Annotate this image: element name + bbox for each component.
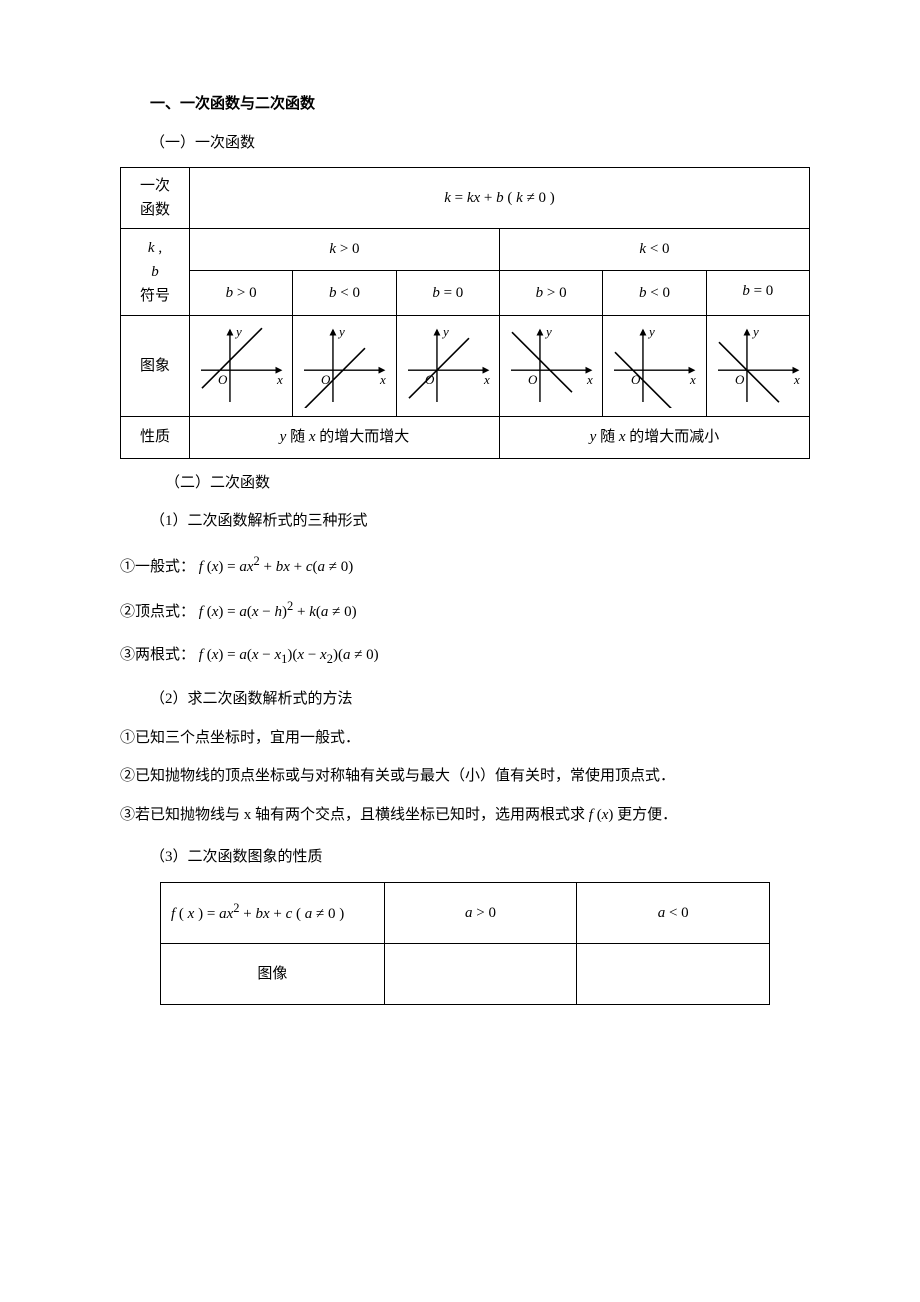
svg-text:y: y <box>751 324 759 339</box>
svg-text:O: O <box>631 372 641 387</box>
cell-b: b < 0 <box>293 270 396 316</box>
cell-kneg: k < 0 <box>499 229 809 271</box>
cell-empty <box>577 943 770 1004</box>
method-2: ②已知抛物线的顶点坐标或与对称轴有关或与最大（小）值有关时，常使用顶点式． <box>120 762 820 791</box>
cell-graph: y x O <box>396 316 499 417</box>
heading-p2: （2）求二次函数解析式的方法 <box>120 685 820 714</box>
text: ③若已知抛物线与 x 轴有两个交点，且横线坐标已知时，选用两根式求 <box>120 807 589 823</box>
svg-text:y: y <box>337 324 345 339</box>
cell-graph: y x O <box>603 316 706 417</box>
label: ③两根式： <box>120 647 195 663</box>
cell-b: b > 0 <box>190 270 293 316</box>
cell-aneg: a < 0 <box>577 882 770 943</box>
table-row: b > 0 b < 0 b = 0 b > 0 b < 0 b = 0 <box>121 270 810 316</box>
cell-fn-label: 一次 函数 <box>121 168 190 229</box>
label: ②顶点式： <box>120 604 195 620</box>
svg-text:x: x <box>483 372 490 387</box>
heading-p1: （1）二次函数解析式的三种形式 <box>120 507 820 536</box>
cell-graph: y x O <box>190 316 293 417</box>
svg-text:x: x <box>379 372 386 387</box>
cell-head-expr: f ( x ) = ax2 + bx + c ( a ≠ 0 ) <box>161 882 385 943</box>
math-expr: f (x) = a(x − x1)(x − x2)(a ≠ 0) <box>199 647 379 663</box>
heading-sub-2: （二）二次函数 <box>120 469 820 498</box>
heading-sub-1: （一）一次函数 <box>120 129 820 158</box>
cell-apos: a > 0 <box>384 882 577 943</box>
cell-graph: y x O <box>706 316 809 417</box>
table-linear: 一次 函数 k = kx + b ( k ≠ 0 ) k ,b符号 k > 0 … <box>120 167 810 459</box>
svg-text:x: x <box>586 372 593 387</box>
cell-graph-label: 图象 <box>121 316 190 417</box>
cell-img-label: 图像 <box>161 943 385 1004</box>
svg-text:x: x <box>689 372 696 387</box>
svg-text:y: y <box>544 324 552 339</box>
math-expr: f (x) = ax2 + bx + c(a ≠ 0) <box>199 559 354 575</box>
form-vertex: ②顶点式： f (x) = a(x − h)2 + k(a ≠ 0) <box>120 595 820 627</box>
cell-kpos: k > 0 <box>190 229 500 271</box>
math-expr: f ( x ) = ax2 + bx + c ( a ≠ 0 ) <box>171 906 344 922</box>
text: 一次 函数 <box>140 178 170 218</box>
cell-fn-expr: k = kx + b ( k ≠ 0 ) <box>190 168 810 229</box>
cell-prop-inc: y 随 x 的增大而增大 <box>190 417 500 459</box>
cell-b: b = 0 <box>396 270 499 316</box>
cell-graph: y x O <box>293 316 396 417</box>
svg-text:y: y <box>441 324 449 339</box>
math-fx: f (x) <box>589 807 614 823</box>
svg-text:O: O <box>321 372 331 387</box>
svg-text:x: x <box>276 372 283 387</box>
svg-text:O: O <box>735 372 745 387</box>
svg-text:O: O <box>528 372 538 387</box>
table-row: k ,b符号 k > 0 k < 0 <box>121 229 810 271</box>
heading-p3: （3）二次函数图象的性质 <box>120 843 820 872</box>
cell-prop-dec: y 随 x 的增大而减小 <box>499 417 809 459</box>
table-quadratic: f ( x ) = ax2 + bx + c ( a ≠ 0 ) a > 0 a… <box>160 882 770 1005</box>
text: 更方便． <box>613 807 677 823</box>
svg-text:O: O <box>425 372 435 387</box>
svg-text:y: y <box>234 324 242 339</box>
svg-text:x: x <box>793 372 800 387</box>
cell-b: b = 0 <box>706 270 809 316</box>
form-roots: ③两根式： f (x) = a(x − x1)(x − x2)(a ≠ 0) <box>120 641 820 672</box>
form-general: ①一般式： f (x) = ax2 + bx + c(a ≠ 0) <box>120 550 820 582</box>
table-row-graphs: 图象 y x O y x O y x O y x O y x O y x O <box>121 316 810 417</box>
math-expr: k = kx + b ( k ≠ 0 ) <box>444 190 555 206</box>
svg-text:O: O <box>218 372 228 387</box>
text: k <box>148 240 155 256</box>
cell-empty <box>384 943 577 1004</box>
cell-b: b > 0 <box>499 270 602 316</box>
table-row: f ( x ) = ax2 + bx + c ( a ≠ 0 ) a > 0 a… <box>161 882 770 943</box>
cell-prop-label: 性质 <box>121 417 190 459</box>
heading-main: 一、一次函数与二次函数 <box>120 90 820 119</box>
math-expr: f (x) = a(x − h)2 + k(a ≠ 0) <box>199 604 357 620</box>
table-row: 图像 <box>161 943 770 1004</box>
cell-graph: y x O <box>499 316 602 417</box>
table-row: 一次 函数 k = kx + b ( k ≠ 0 ) <box>121 168 810 229</box>
method-3: ③若已知抛物线与 x 轴有两个交点，且横线坐标已知时，选用两根式求 f (x) … <box>120 801 820 830</box>
cell-b: b < 0 <box>603 270 706 316</box>
cell-sign-label: k ,b符号 <box>121 229 190 316</box>
label: ①一般式： <box>120 559 195 575</box>
table-row: 性质 y 随 x 的增大而增大 y 随 x 的增大而减小 <box>121 417 810 459</box>
svg-text:y: y <box>647 324 655 339</box>
method-1: ①已知三个点坐标时，宜用一般式． <box>120 724 820 753</box>
